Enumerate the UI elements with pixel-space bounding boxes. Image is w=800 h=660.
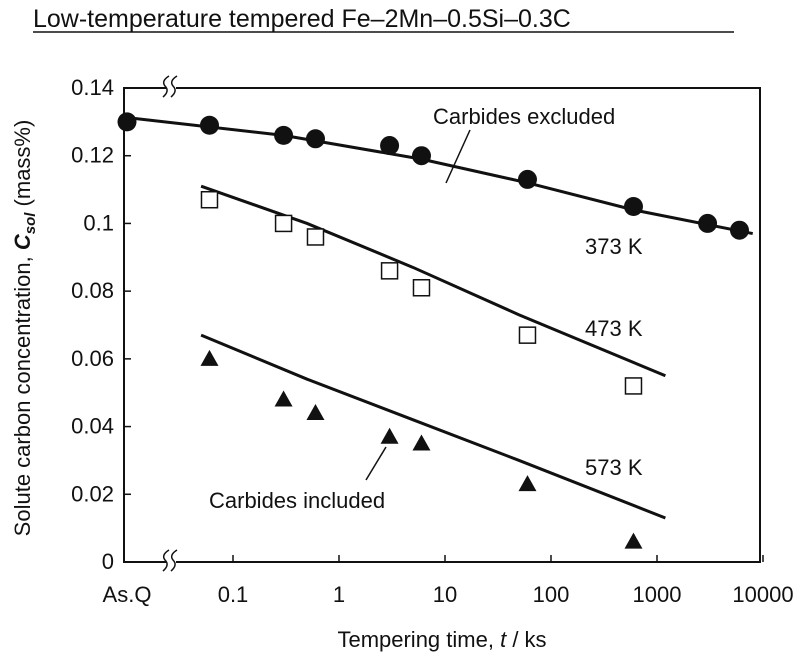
- point-373k: [411, 146, 431, 166]
- break-mark: [162, 75, 170, 98]
- label-573k: 573 K: [585, 455, 643, 480]
- x-tick-label: 1000: [633, 582, 682, 607]
- point-473k: [200, 190, 219, 209]
- point-373k: [380, 136, 400, 156]
- y-tick-label: 0.06: [71, 346, 114, 371]
- x-tick-label-asq: As.Q: [103, 582, 152, 607]
- y-tick-label: 0.14: [71, 75, 114, 100]
- y-tick-label: 0: [102, 549, 114, 574]
- point-373k: [729, 220, 749, 240]
- included-leader-line: [365, 446, 387, 481]
- x-axis-label: Tempering time, t / ks: [337, 627, 546, 652]
- point-373k: [274, 125, 294, 145]
- y-tick-label: 0.12: [71, 143, 114, 168]
- break-mark: [170, 549, 178, 572]
- x-tick-label: 10: [433, 582, 457, 607]
- point-573k: [518, 475, 537, 492]
- y-axis-label: Solute carbon concentration, Csol (mass%…: [10, 120, 39, 537]
- model-line-573k: [200, 333, 666, 520]
- point-473k: [306, 228, 325, 246]
- x-tick-label: 10000: [732, 582, 793, 607]
- break-mark: [162, 549, 170, 572]
- point-373k: [305, 129, 325, 149]
- y-tick-label: 0.04: [71, 414, 114, 439]
- point-473k: [380, 262, 399, 280]
- annotation-carbides-excluded: Carbides excluded: [433, 104, 615, 129]
- point-573k: [412, 434, 431, 451]
- chart-title: Low-temperature tempered Fe–2Mn–0.5Si–0.…: [33, 5, 571, 33]
- top-break-gap: [166, 85, 176, 91]
- point-373k: [623, 197, 643, 216]
- bottom-break-gap: [166, 559, 176, 565]
- point-573k: [380, 427, 399, 444]
- label-473k: 473 K: [585, 316, 643, 341]
- data-markers: [117, 112, 749, 549]
- x-tick-label: 100: [533, 582, 570, 607]
- point-473k: [518, 326, 537, 344]
- point-573k: [200, 349, 219, 366]
- model-line-473k: [200, 184, 666, 378]
- point-473k: [274, 214, 293, 233]
- point-573k: [306, 404, 325, 421]
- x-axis-ticks: 0.1 1 10 100 1000 10000 As.Q: [103, 555, 794, 607]
- model-lines: [134, 116, 754, 520]
- annotation-carbides-included: Carbides included: [209, 488, 385, 513]
- y-tick-label: 0.08: [71, 278, 114, 303]
- y-tick-label: 0.1: [83, 210, 114, 235]
- point-373k: [517, 169, 537, 189]
- point-573k: [274, 390, 293, 407]
- model-line-373k: [134, 116, 754, 236]
- plot-frame: [123, 87, 761, 563]
- point-373k: [199, 115, 219, 135]
- y-axis-ticks: 0 0.02 0.04 0.06 0.08 0.1 0.12 0.14: [71, 75, 131, 574]
- x-tick-label: 0.1: [218, 582, 249, 607]
- excluded-leader-line: [445, 129, 471, 184]
- point-373k: [698, 213, 718, 233]
- x-tick-label: 1: [333, 582, 345, 607]
- axis-break-markers: [162, 75, 178, 572]
- label-373k: 373 K: [585, 234, 643, 259]
- point-473k: [412, 279, 431, 297]
- y-tick-label: 0.02: [71, 481, 114, 506]
- point-473k: [624, 377, 643, 395]
- point-573k: [624, 532, 643, 549]
- break-mark: [170, 75, 178, 98]
- point-373k: [117, 112, 137, 132]
